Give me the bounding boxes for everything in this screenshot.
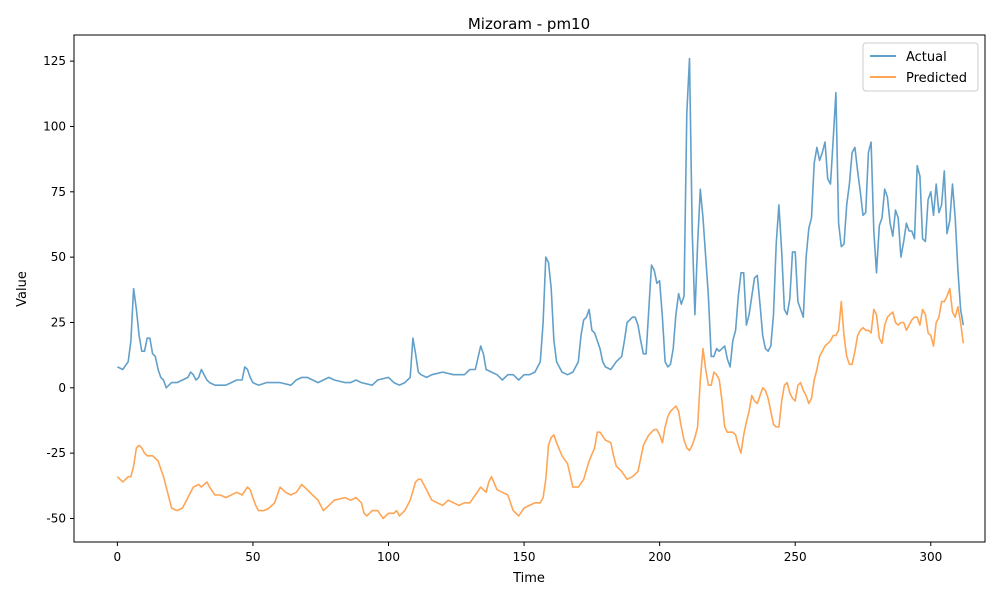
x-tick-label: 0: [114, 550, 122, 564]
series-line-predicted: [116, 287, 965, 520]
y-tick-label: 100: [43, 119, 66, 133]
x-tick-label: 200: [648, 550, 671, 564]
y-tick-label: -25: [46, 446, 66, 460]
y-tick-label: 125: [43, 54, 66, 68]
x-tick-label: 50: [245, 550, 260, 564]
chart-title: Mizoram - pm10: [468, 15, 590, 33]
y-axis: -50 -25 0 25 50 75 100 125: [43, 54, 74, 525]
x-axis-label: Time: [512, 571, 545, 586]
x-tick-label: 250: [784, 550, 807, 564]
y-axis-label: Value: [15, 271, 30, 307]
legend-label-predicted: Predicted: [906, 71, 967, 86]
x-tick-label: 100: [377, 550, 400, 564]
y-tick-label: 75: [51, 185, 66, 199]
x-tick-label: 300: [919, 550, 942, 564]
legend-label-actual: Actual: [906, 50, 947, 65]
y-tick-label: 25: [51, 315, 66, 329]
y-tick-label: 0: [58, 381, 66, 395]
y-tick-label: -50: [46, 511, 66, 525]
x-tick-label: 150: [513, 550, 536, 564]
legend: Actual Predicted: [862, 42, 979, 92]
y-tick-label: 50: [51, 250, 66, 264]
x-axis: 0 50 100 150 200 250 300: [114, 542, 942, 564]
plot-frame: [73, 34, 986, 543]
series-line-actual: [117, 57, 965, 389]
